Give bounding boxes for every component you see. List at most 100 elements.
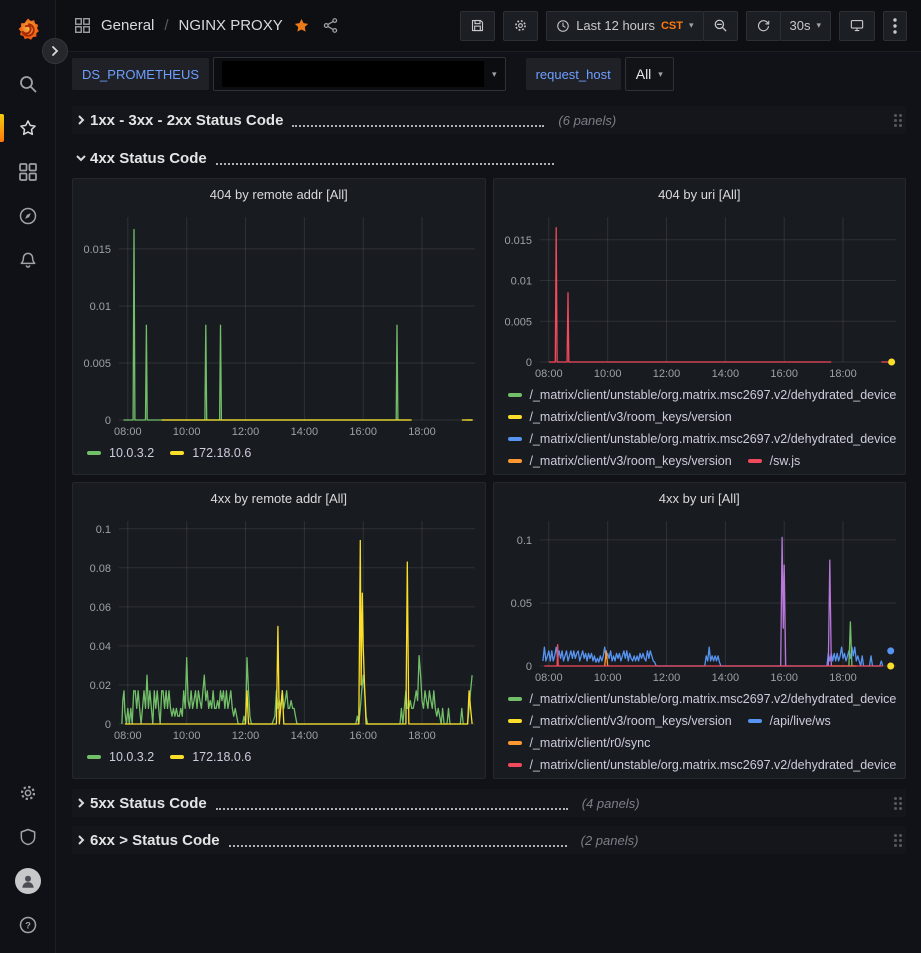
panel-title[interactable]: 4xx by remote addr [All] xyxy=(73,483,485,513)
sidebar-item-profile[interactable] xyxy=(0,859,56,903)
svg-text:0.02: 0.02 xyxy=(90,680,111,692)
legend-item[interactable]: /_matrix/client/unstable/org.matrix.msc2… xyxy=(508,384,897,406)
chevron-down-icon: ▾ xyxy=(816,20,821,31)
row-6xx[interactable]: 6xx > Status Code (2 panels) xyxy=(72,826,906,854)
row-4xx[interactable]: 4xx Status Code xyxy=(72,144,906,172)
legend-item[interactable]: /_matrix/client/v3/room_keys/version xyxy=(508,406,732,428)
panel-title[interactable]: 404 by uri [All] xyxy=(494,179,906,209)
timeseries-chart[interactable]: 00.050.108:0010:0012:0014:0016:0018:00 xyxy=(494,513,906,686)
dotted-leader xyxy=(216,797,568,810)
row-drag-handle[interactable] xyxy=(894,834,902,847)
panel-title[interactable]: 4xx by uri [All] xyxy=(494,483,906,513)
star-dashboard-button[interactable] xyxy=(291,15,312,36)
legend-item[interactable]: /_matrix/client/unstable/org.matrix.msc2… xyxy=(508,428,897,450)
share-dashboard-button[interactable] xyxy=(320,15,341,36)
more-options-button[interactable] xyxy=(883,11,907,41)
datasource-variable-select[interactable]: ▾ xyxy=(213,57,506,91)
legend-item[interactable]: /sw.js xyxy=(748,450,801,472)
panel-4xx-by-uri: 4xx by uri [All] 00.050.108:0010:0012:00… xyxy=(493,482,907,779)
chart-legend: /_matrix/client/unstable/org.matrix.msc2… xyxy=(494,382,906,474)
zoom-out-time-button[interactable] xyxy=(703,11,738,41)
legend-series-swatch xyxy=(87,451,101,455)
legend-series-label: /_matrix/client/v3/room_keys/version xyxy=(530,714,732,728)
svg-text:16:00: 16:00 xyxy=(349,730,377,742)
panel-title[interactable]: 404 by remote addr [All] xyxy=(73,179,485,209)
sidebar-item-explore[interactable] xyxy=(0,194,56,238)
svg-text:0.1: 0.1 xyxy=(96,524,111,536)
chevron-down-icon: ▾ xyxy=(689,20,694,31)
timeseries-chart[interactable]: 00.0050.010.01508:0010:0012:0014:0016:00… xyxy=(73,209,485,440)
save-dashboard-button[interactable] xyxy=(460,11,495,41)
refresh-interval-picker[interactable]: 30s ▾ xyxy=(780,11,832,41)
legend-item[interactable]: /_matrix/client/unstable/org.matrix.msc2… xyxy=(508,754,897,776)
legend-item[interactable]: 172.18.0.6 xyxy=(170,442,251,464)
request-host-variable-select[interactable]: All ▾ xyxy=(625,57,674,91)
row-title: 4xx Status Code xyxy=(90,150,207,167)
panel-404-by-remote-addr: 404 by remote addr [All] 00.0050.010.015… xyxy=(72,178,486,475)
legend-item[interactable]: /_matrix/client/unstable/org.matrix.msc2… xyxy=(508,688,897,710)
avatar xyxy=(15,868,41,894)
request-host-variable-label[interactable]: request_host xyxy=(526,58,621,90)
refresh-controls: 30s ▾ xyxy=(746,11,832,41)
svg-text:0.04: 0.04 xyxy=(90,641,111,653)
legend-item[interactable]: /_matrix/client/v3/room_keys/version xyxy=(508,450,732,472)
svg-text:10:00: 10:00 xyxy=(173,730,201,742)
svg-text:12:00: 12:00 xyxy=(652,368,680,380)
chevron-down-icon: ▾ xyxy=(492,69,497,80)
main-area: General / NGINX PROXY xyxy=(56,0,921,953)
cycle-view-mode-button[interactable] xyxy=(839,11,875,41)
legend-series-swatch xyxy=(87,755,101,759)
svg-text:14:00: 14:00 xyxy=(711,672,739,684)
legend-item[interactable]: /_matrix/client/r0/sync xyxy=(508,732,651,754)
breadcrumb-separator: / xyxy=(164,17,168,34)
refresh-button[interactable] xyxy=(746,11,781,41)
share-icon xyxy=(322,17,339,34)
row-drag-handle[interactable] xyxy=(894,114,902,127)
svg-text:16:00: 16:00 xyxy=(770,368,798,380)
breadcrumb-folder[interactable]: General xyxy=(101,17,154,34)
svg-text:12:00: 12:00 xyxy=(232,426,260,438)
legend-item[interactable]: 10.0.3.2 xyxy=(87,746,154,768)
dashboard-settings-button[interactable] xyxy=(503,11,538,41)
legend-item[interactable]: /_matrix/client/v3/room_keys/version xyxy=(508,710,732,732)
sidebar-item-starred[interactable] xyxy=(0,106,56,150)
monitor-icon xyxy=(849,18,865,33)
time-range-picker[interactable]: Last 12 hours CST ▾ xyxy=(546,11,703,41)
legend-series-label: /_matrix/client/unstable/org.matrix.msc2… xyxy=(530,432,897,446)
dashboard-toolbar: Last 12 hours CST ▾ xyxy=(460,11,907,41)
chart-legend: 10.0.3.2 172.18.0.6 xyxy=(73,440,485,474)
refresh-icon xyxy=(756,18,771,33)
legend-item[interactable]: /api/live/ws xyxy=(748,710,831,732)
datasource-variable-label[interactable]: DS_PROMETHEUS xyxy=(72,58,209,90)
svg-text:0.06: 0.06 xyxy=(90,602,111,614)
svg-text:0.08: 0.08 xyxy=(90,563,111,575)
sidebar-item-search[interactable] xyxy=(0,62,56,106)
svg-text:0: 0 xyxy=(525,661,531,673)
legend-series-label: /_matrix/client/r0/sync xyxy=(530,736,651,750)
sidebar-item-server-admin[interactable] xyxy=(0,815,56,859)
app-root: ? General / NGINX PR xyxy=(0,0,921,953)
breadcrumb: General / NGINX PROXY xyxy=(72,15,341,36)
dashboard-title[interactable]: NGINX PROXY xyxy=(179,17,283,34)
dotted-leader xyxy=(292,114,544,127)
sidebar-item-configuration[interactable] xyxy=(0,771,56,815)
legend-item[interactable]: 10.0.3.2 xyxy=(87,442,154,464)
legend-series-swatch xyxy=(508,719,522,723)
svg-text:12:00: 12:00 xyxy=(232,730,260,742)
apps-grid-icon xyxy=(72,15,93,36)
dashboard-canvas: 1xx - 3xx - 2xx Status Code (6 panels) 4… xyxy=(56,96,921,953)
time-range-label: Last 12 hours xyxy=(576,18,655,33)
legend-series-swatch xyxy=(748,459,762,463)
row-1xx-3xx-2xx[interactable]: 1xx - 3xx - 2xx Status Code (6 panels) xyxy=(72,106,906,134)
legend-item[interactable]: 172.18.0.6 xyxy=(170,746,251,768)
sidebar-item-dashboards[interactable] xyxy=(0,150,56,194)
dotted-leader xyxy=(229,834,567,847)
sidebar-item-alerting[interactable] xyxy=(0,238,56,282)
timeseries-chart[interactable]: 00.020.040.060.080.108:0010:0012:0014:00… xyxy=(73,513,485,744)
zoom-out-icon xyxy=(713,18,728,33)
sidebar-expand-button[interactable] xyxy=(42,38,68,64)
sidebar-item-help[interactable]: ? xyxy=(0,903,56,947)
row-5xx[interactable]: 5xx Status Code (4 panels) xyxy=(72,789,906,817)
row-drag-handle[interactable] xyxy=(894,797,902,810)
timeseries-chart[interactable]: 00.0050.010.01508:0010:0012:0014:0016:00… xyxy=(494,209,906,382)
